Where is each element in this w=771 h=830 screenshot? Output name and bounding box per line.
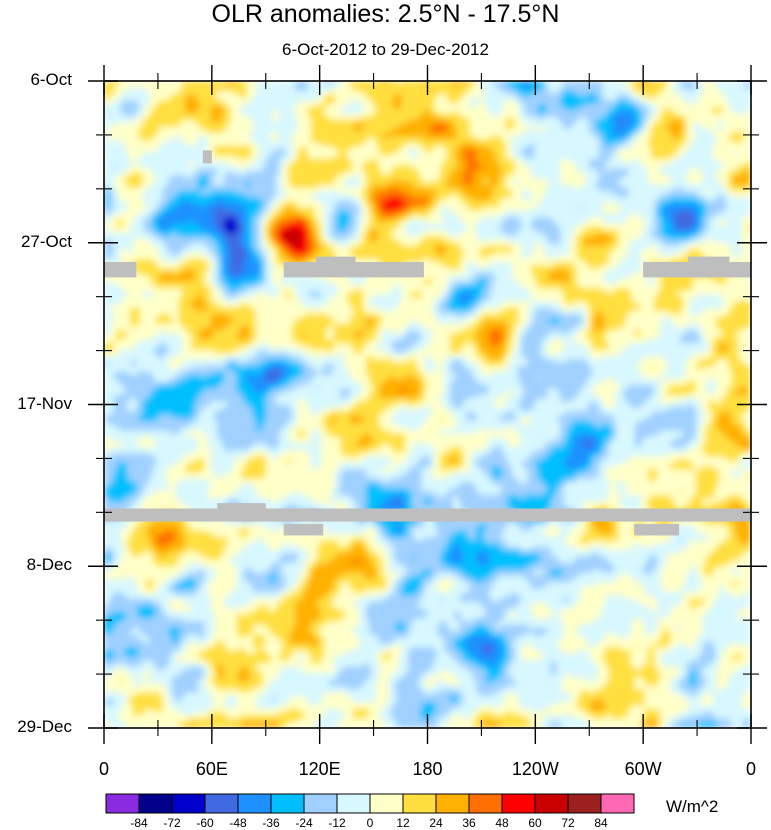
missing-data-band (104, 508, 751, 522)
y-tick-label: 8-Dec (26, 555, 72, 575)
plot-axes (88, 65, 767, 744)
y-tick-label: 27-Oct (20, 231, 72, 251)
x-tick-label: 120W (511, 759, 559, 779)
colorbar-swatch (171, 793, 206, 814)
colorbar-level-label: 84 (594, 816, 608, 830)
missing-data-band (217, 503, 266, 513)
x-tick-label: 0 (745, 759, 756, 779)
missing-data-band (202, 150, 212, 164)
colorbar-level-label: -12 (328, 816, 346, 830)
x-tick-label: 180 (412, 759, 443, 779)
colorbar-level-label: 72 (561, 816, 575, 830)
x-tick-label: 0 (98, 759, 109, 779)
colorbar-swatch (567, 793, 602, 814)
colorbar-level-label: -60 (196, 816, 214, 830)
y-tick-label: 17-Nov (17, 393, 72, 413)
colorbar-level-label: -48 (229, 816, 247, 830)
x-tick-label: 60W (624, 759, 662, 779)
y-tick-label: 6-Oct (30, 70, 72, 89)
chart-subtitle: 6-Oct-2012 to 29-Dec-2012 (282, 40, 489, 59)
colorbar (105, 793, 635, 814)
colorbar-swatch (468, 793, 503, 814)
missing-data-band (283, 523, 324, 536)
colorbar-swatch (237, 793, 272, 814)
colorbar-swatch (204, 793, 239, 814)
colorbar-level-label: -84 (130, 816, 148, 830)
colorbar-level-label: -72 (163, 816, 181, 830)
colorbar-swatch (534, 793, 569, 814)
colorbar-level-label: 0 (366, 816, 374, 830)
x-tick-label: 60E (195, 759, 228, 779)
colorbar-swatch (435, 793, 470, 814)
colorbar-swatch (270, 793, 305, 814)
colorbar-level-label: -36 (262, 816, 280, 830)
colorbar-level-label: 60 (528, 816, 542, 830)
colorbar-swatch (369, 793, 404, 814)
x-tick-label: 120E (298, 759, 341, 779)
anomaly-contour-image (104, 81, 751, 728)
colorbar-swatch (402, 793, 437, 814)
missing-data-band (634, 523, 680, 536)
y-tick-label: 29-Dec (17, 717, 72, 736)
colorbar-swatch (303, 793, 338, 814)
colorbar-swatch (600, 793, 635, 814)
missing-data-layer (104, 150, 751, 536)
colorbar-swatch (138, 793, 173, 814)
colorbar-swatch (336, 793, 371, 814)
colorbar-level-label: 36 (462, 816, 476, 830)
colorbar-level-label: -24 (295, 816, 313, 830)
missing-data-band (104, 262, 137, 278)
colorbar-level-label: 24 (429, 816, 443, 830)
colorbar-level-label: 12 (396, 816, 410, 830)
missing-data-band (316, 256, 356, 266)
colorbar-level-label: 48 (495, 816, 509, 830)
colorbar-units: W/m^2 (666, 797, 719, 816)
anomaly-field (104, 81, 751, 728)
missing-data-band (688, 256, 730, 266)
colorbar-swatch (105, 793, 140, 814)
colorbar-swatch (501, 793, 536, 814)
chart-title: OLR anomalies: 2.5°N - 17.5°N (211, 0, 560, 28)
